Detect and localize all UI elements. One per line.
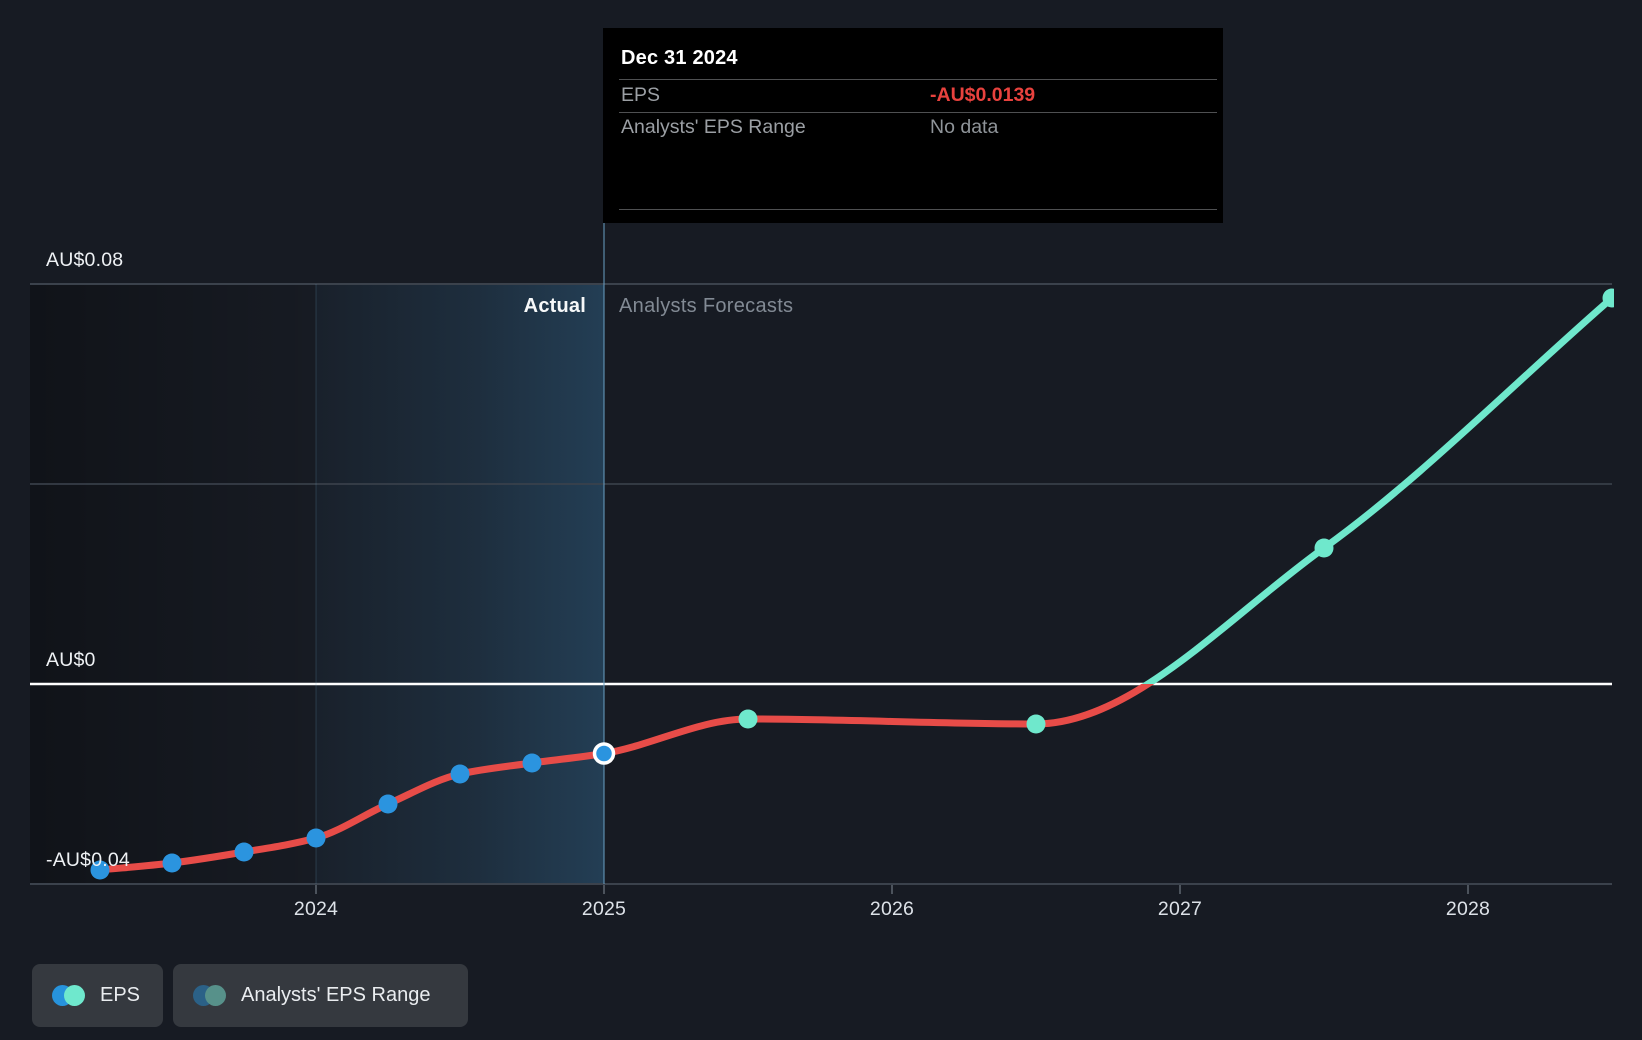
tooltip-separator — [619, 112, 1217, 113]
tooltip-range-label: Analysts' EPS Range — [621, 116, 806, 138]
eps-actual-point[interactable] — [90, 860, 110, 880]
eps-forecast-point[interactable] — [738, 709, 758, 729]
forecast-phase-label: Analysts Forecasts — [619, 295, 794, 317]
legend-item-eps-range[interactable]: Analysts' EPS Range — [173, 964, 468, 1027]
x-axis-label: 2024 — [293, 898, 339, 920]
tooltip-eps-value: -AU$0.0139 — [930, 84, 1036, 106]
y-axis-label: -AU$0.04 — [46, 849, 130, 871]
x-axis-label: 2027 — [1157, 898, 1203, 920]
eps-highlighted-point[interactable] — [592, 742, 616, 765]
eps-actual-point[interactable] — [306, 828, 326, 848]
eps-line-positive — [1141, 294, 1614, 684]
y-axis-label: AU$0.08 — [46, 249, 124, 271]
legend-range-label: Analysts' EPS Range — [241, 984, 431, 1006]
legend-dot-forecast — [64, 985, 85, 1006]
x-axis-label: 2026 — [869, 898, 915, 920]
eps-actual-point[interactable] — [450, 764, 470, 784]
chart-tooltip: Dec 31 2024 EPS -AU$0.0139 Analysts' EPS… — [603, 28, 1223, 223]
eps-forecast-point[interactable] — [1602, 288, 1622, 308]
x-axis-label: 2028 — [1445, 898, 1491, 920]
eps-actual-point[interactable] — [378, 794, 398, 814]
tooltip-separator — [619, 79, 1217, 80]
eps-actual-point[interactable] — [162, 853, 182, 873]
tooltip-eps-label: EPS — [621, 84, 661, 106]
eps-actual-point[interactable] — [522, 753, 542, 773]
actual-phase-label: Actual — [523, 295, 586, 317]
eps-forecast-point[interactable] — [1026, 714, 1046, 734]
y-axis-label: AU$0 — [46, 649, 96, 671]
legend-item-eps[interactable]: EPS — [32, 964, 163, 1027]
legend-range-dots — [193, 985, 226, 1006]
tooltip-range-value: No data — [930, 116, 999, 138]
x-axis-label: 2025 — [581, 898, 627, 920]
tooltip-date: Dec 31 2024 — [621, 47, 738, 69]
actual-period-band — [316, 284, 604, 884]
tooltip-separator — [619, 209, 1217, 210]
left-fade — [30, 284, 316, 884]
eps-forecast-point[interactable] — [1314, 538, 1334, 558]
legend-dot-range-high — [205, 985, 226, 1006]
eps-actual-point[interactable] — [234, 842, 254, 862]
legend-eps-dots — [52, 985, 85, 1006]
legend-eps-label: EPS — [100, 984, 141, 1006]
